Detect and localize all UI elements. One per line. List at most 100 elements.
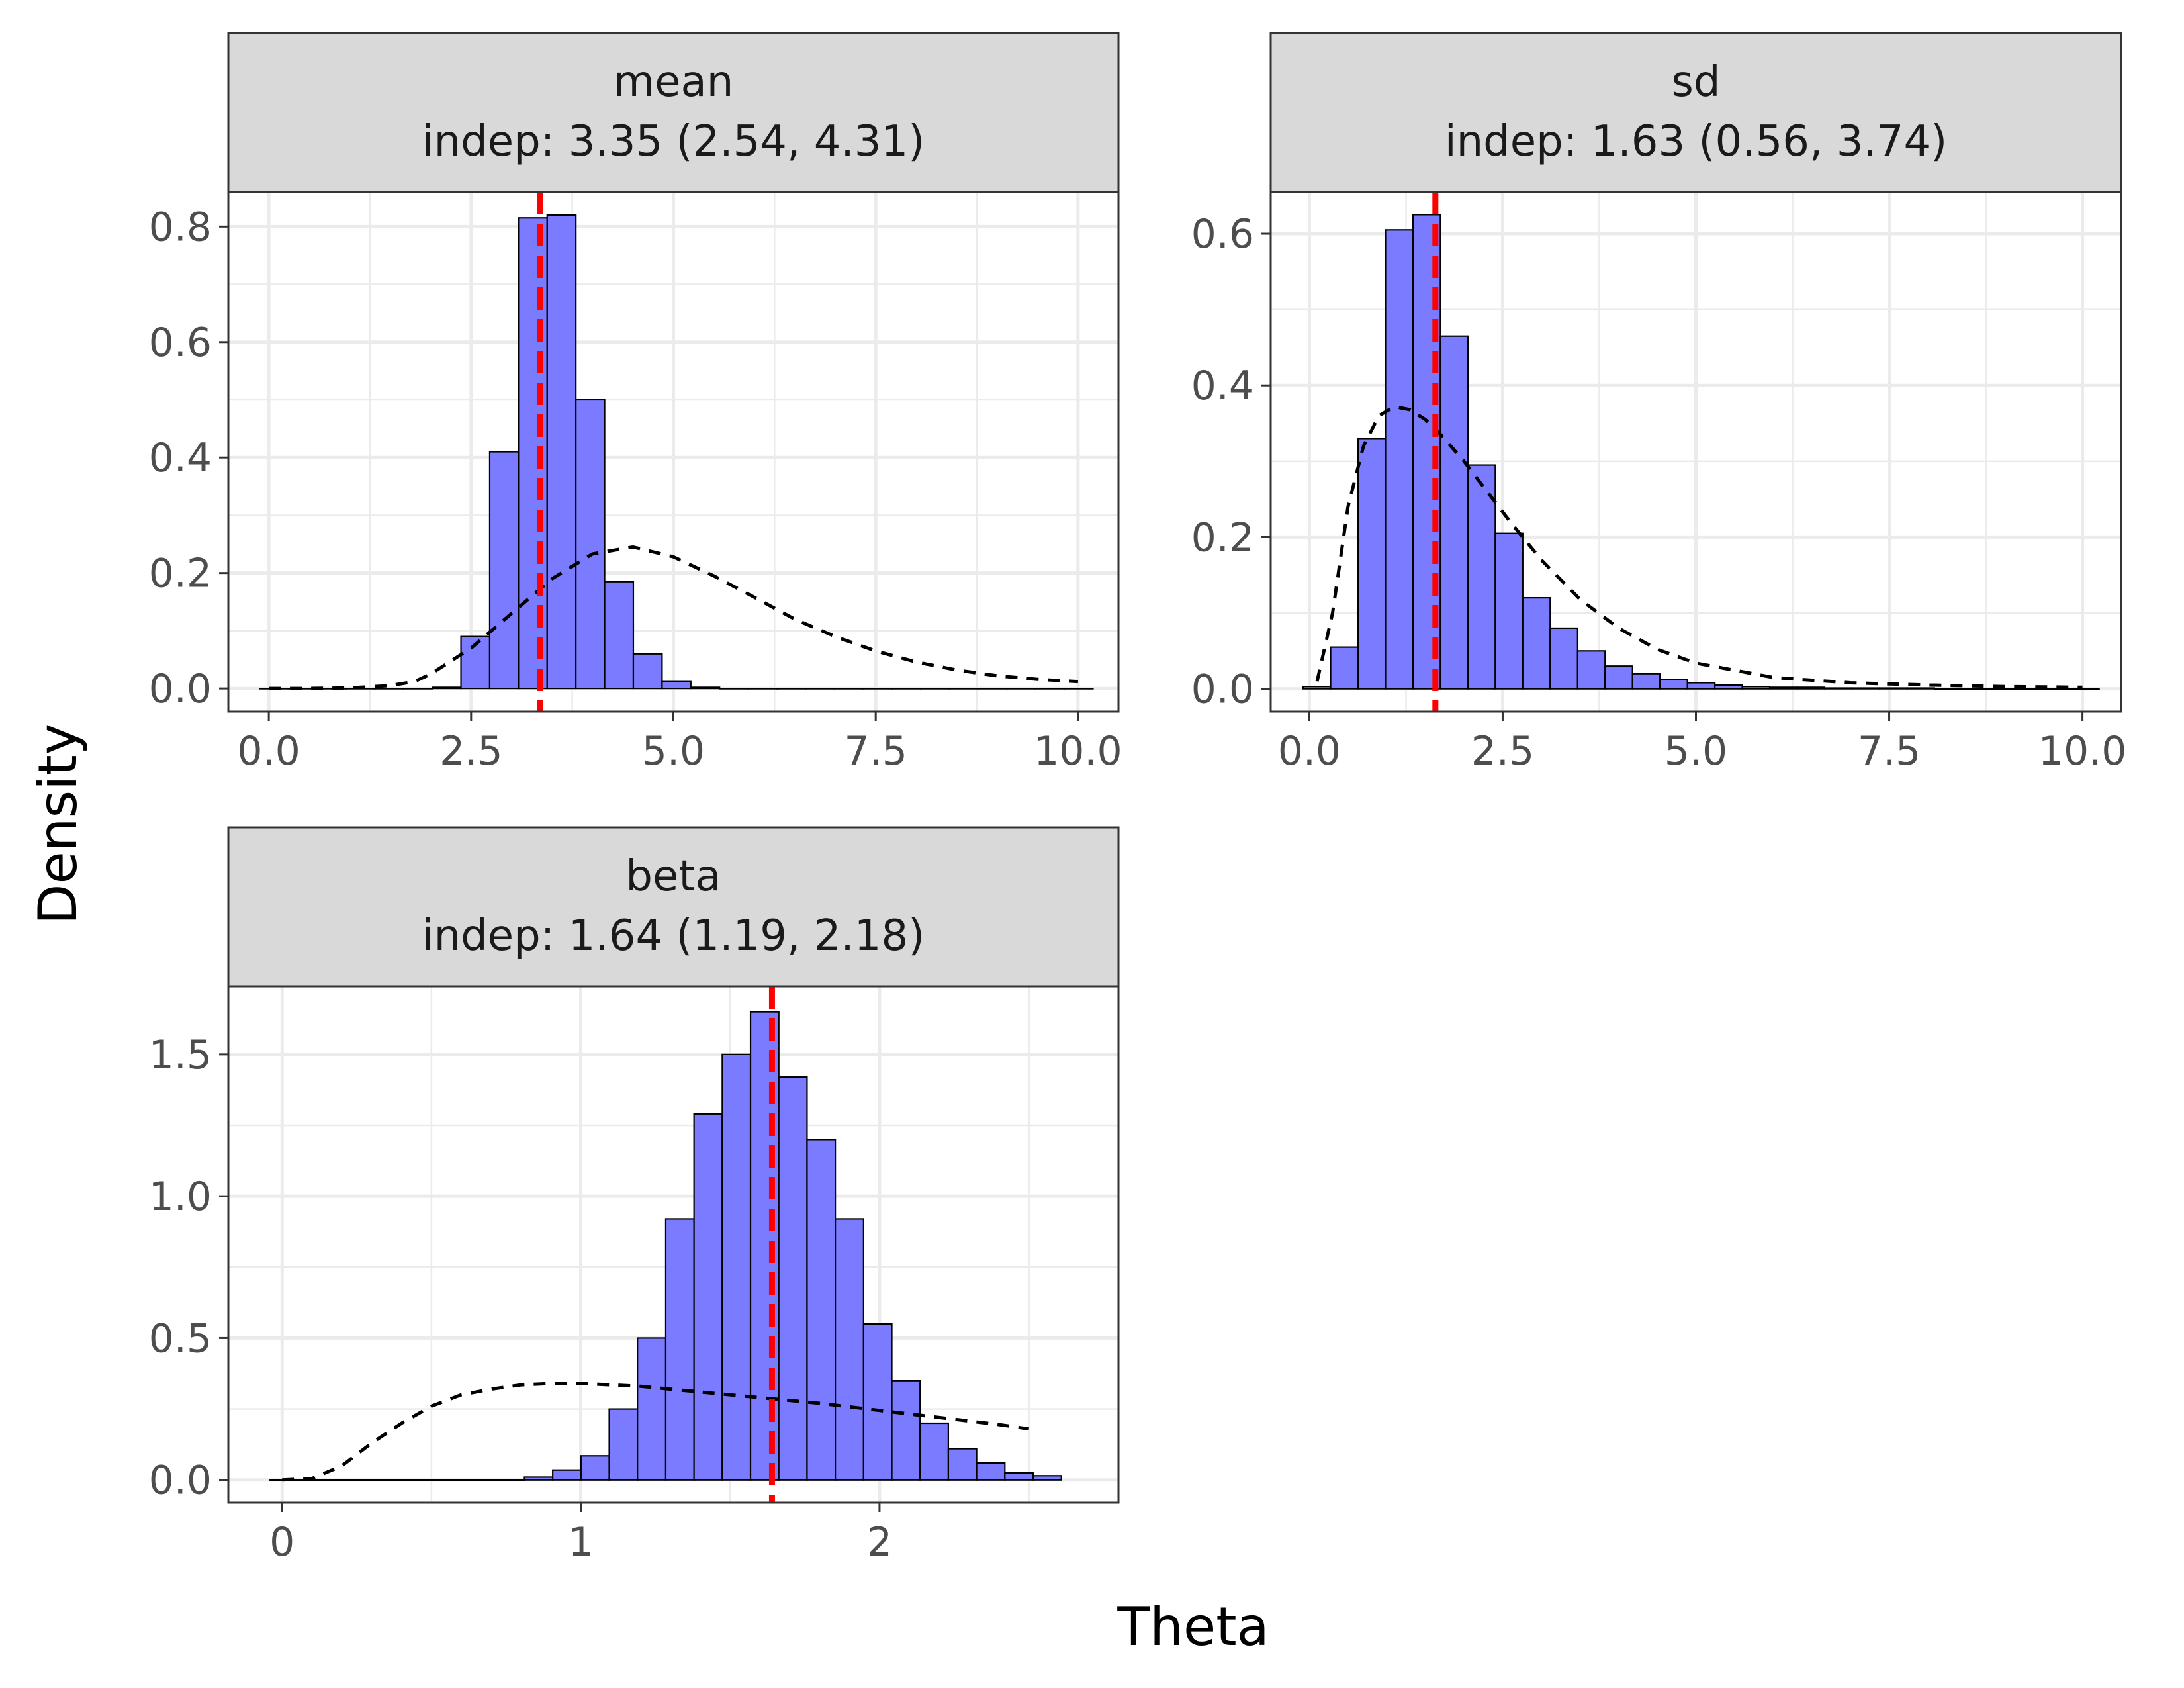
histogram-bar <box>637 1337 667 1481</box>
histogram-bar <box>432 686 462 690</box>
facet-sd: sd indep: 1.63 (0.56, 3.74) 0.0 2.5 5.0 7.5 10… <box>1191 32 2127 774</box>
histogram-bars <box>259 214 1094 690</box>
x-tick-label: 1 <box>568 1519 593 1566</box>
histogram-bar <box>1522 597 1551 690</box>
histogram-bar <box>575 399 606 690</box>
strip-subtitle: indep: 1.64 (1.19, 2.18) <box>422 912 925 961</box>
strip-subtitle: indep: 1.63 (0.56, 3.74) <box>1445 117 1947 166</box>
histogram-bar <box>1385 229 1414 690</box>
histogram-bar <box>721 1053 752 1481</box>
histogram-bar <box>977 688 1008 690</box>
histogram-bar <box>2043 688 2073 690</box>
histogram-bar <box>410 1479 441 1481</box>
histogram-bar <box>608 1408 639 1481</box>
y-tick-label: 0.0 <box>1191 667 1254 713</box>
histogram-bar <box>1741 686 1771 690</box>
histogram-bar <box>1439 335 1469 690</box>
histogram-bar <box>891 688 922 690</box>
histogram-bar <box>439 1479 469 1481</box>
histogram-bar <box>402 688 433 690</box>
y-tick-label: 0.0 <box>149 1458 212 1504</box>
strip-title: sd <box>1672 58 1721 107</box>
histogram-bar <box>1004 1472 1034 1481</box>
y-tick-label: 0.0 <box>149 666 212 712</box>
prior-density-line <box>282 1382 1029 1482</box>
y-tick-label: 0.4 <box>149 435 212 481</box>
histogram-bar <box>326 1479 356 1481</box>
axis-ticks: 0.0 2.5 5.0 7.5 10.0 0.0 0.2 0.4 0.6 0.8 <box>149 204 1122 774</box>
histogram-bars <box>1302 214 2100 690</box>
y-tick-label: 0.2 <box>149 551 212 597</box>
histogram-bar <box>1604 665 1633 690</box>
histogram-bar <box>919 1422 950 1481</box>
histogram-bar <box>1961 688 1990 690</box>
histogram-bar <box>1032 1475 1062 1481</box>
histogram-bar <box>661 680 692 690</box>
strip-background <box>227 32 1120 193</box>
histogram-bar <box>382 1479 412 1481</box>
histogram-bar <box>580 1455 610 1481</box>
histogram-bar <box>1796 686 1826 690</box>
x-tick-label: 2.5 <box>1471 728 1534 774</box>
histogram-bar <box>467 1479 497 1481</box>
histogram-bar <box>552 1469 582 1481</box>
histogram-bar <box>1494 532 1524 690</box>
y-tick-label: 0.5 <box>149 1315 212 1362</box>
histogram-bar <box>2071 688 2100 690</box>
histogram-bar <box>1549 627 1578 690</box>
histogram-bar <box>523 1476 554 1481</box>
x-tick-label: 2 <box>867 1519 892 1566</box>
histogram-bar <box>1330 646 1359 690</box>
y-tick-label: 1.0 <box>149 1174 212 1220</box>
facet-panels: mean indep: 3.35 (2.54, 4.31) 0.0 2.5 5.0 7.5… <box>149 32 2127 1566</box>
histogram-bar <box>1686 682 1716 690</box>
x-axis-title: Theta <box>1116 1596 1269 1658</box>
strip-title: mean <box>614 58 734 107</box>
histogram-bar <box>948 688 979 690</box>
x-tick-label: 10.0 <box>2038 728 2127 774</box>
facet-beta: beta indep: 1.64 (1.19, 2.18) 0 1 2 0.0 0.5 1.0… <box>149 826 1120 1566</box>
histogram-bar <box>488 451 520 690</box>
histogram-bar <box>1467 464 1496 690</box>
histogram-bar <box>1714 684 1743 690</box>
histogram-bar <box>947 1448 978 1481</box>
histogram-bar <box>1768 686 1798 690</box>
x-tick-label: 10.0 <box>1034 728 1122 774</box>
x-tick-label: 7.5 <box>844 728 907 774</box>
x-tick-label: 0.0 <box>1278 728 1341 774</box>
histogram-bar <box>805 688 835 690</box>
histogram-bar <box>806 1139 837 1481</box>
axis-ticks: 0 1 2 0.0 0.5 1.0 1.5 <box>149 1032 892 1566</box>
axis-ticks: 0.0 2.5 5.0 7.5 10.0 0.0 0.2 0.4 0.6 <box>1191 211 2127 774</box>
strip-subtitle: indep: 3.35 (2.54, 4.31) <box>422 117 925 166</box>
histogram-bar <box>919 688 950 690</box>
panel-border <box>227 985 1120 1504</box>
x-tick-label: 2.5 <box>439 728 502 774</box>
histogram-bar <box>1034 688 1066 690</box>
histogram-bar <box>690 686 721 690</box>
histogram-bar <box>833 688 864 690</box>
prior-density-line <box>1315 404 2083 689</box>
strip-background <box>227 826 1120 988</box>
histogram-bar <box>374 688 404 690</box>
gridlines <box>228 986 1118 1503</box>
y-axis-title: Density <box>27 724 89 925</box>
x-tick-label: 5.0 <box>1664 728 1727 774</box>
histogram-bar <box>862 1323 893 1481</box>
y-tick-label: 0.8 <box>149 204 212 250</box>
y-tick-label: 0.4 <box>1191 363 1254 409</box>
histogram-bar <box>776 688 807 690</box>
histogram-bar <box>604 581 635 690</box>
strip-background <box>1269 32 2122 193</box>
histogram-bar <box>1631 673 1661 690</box>
histogram-bar <box>778 1076 808 1481</box>
y-tick-label: 0.2 <box>1191 514 1254 561</box>
histogram-bar <box>1063 688 1094 690</box>
histogram-bar <box>664 1218 695 1481</box>
histogram-bar <box>862 688 893 690</box>
histogram-bar <box>2016 688 2045 690</box>
x-tick-label: 0 <box>269 1519 295 1566</box>
y-tick-label: 0.6 <box>149 320 212 366</box>
y-tick-label: 1.5 <box>149 1032 212 1078</box>
histogram-bar <box>1302 686 1332 690</box>
